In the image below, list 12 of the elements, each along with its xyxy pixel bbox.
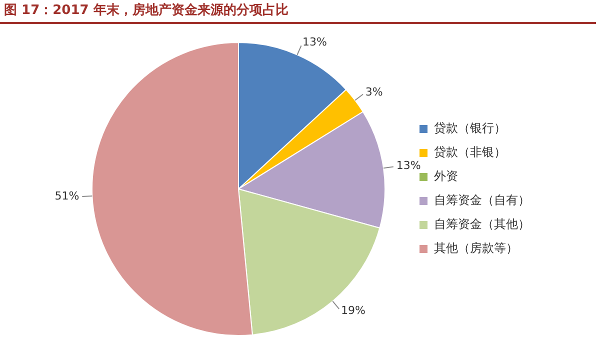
legend-label: 贷款（非银）: [434, 145, 506, 160]
data-label: 13%: [302, 36, 327, 49]
legend-label: 自筹资金（其他）: [434, 217, 530, 232]
chart-title: 图 17：2017 年末，房地产资金来源的分项占比: [0, 0, 596, 24]
legend-label: 贷款（银行）: [434, 121, 506, 136]
data-label: 19%: [341, 304, 366, 318]
data-label: 51%: [54, 189, 80, 202]
legend-label: 自筹资金（自有）: [434, 193, 530, 208]
data-label: 13%: [396, 159, 421, 172]
data-label: 3%: [365, 85, 383, 98]
legend-label: 外资: [434, 169, 458, 184]
legend-label: 其他（房款等）: [434, 241, 518, 256]
